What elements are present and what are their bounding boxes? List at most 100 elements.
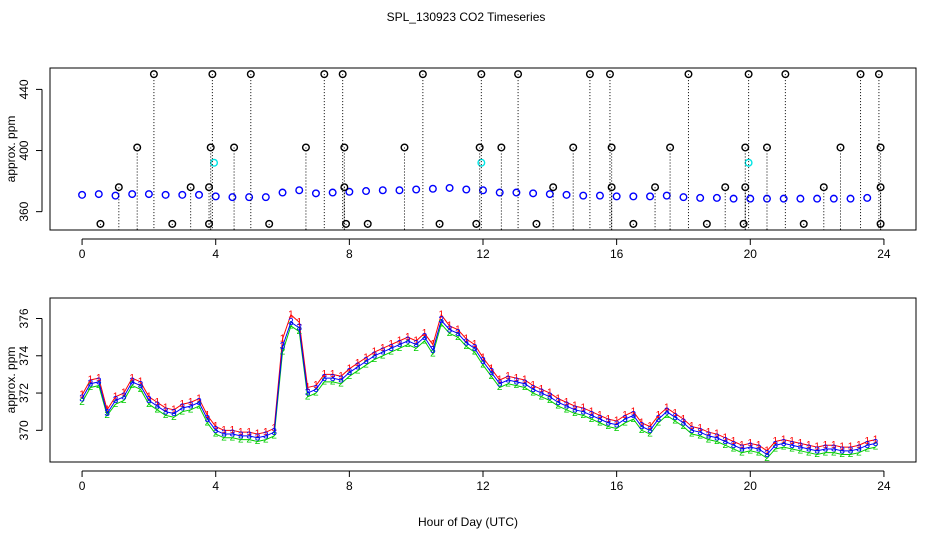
point-glyph: 3	[522, 378, 528, 389]
x-tick-label: 16	[610, 247, 624, 261]
x-axis-label: Hour of Day (UTC)	[418, 515, 518, 529]
point-glyph: 2	[480, 360, 486, 371]
point	[762, 143, 771, 152]
point-glyph: 3	[88, 378, 94, 389]
point-glyph: 3	[138, 380, 144, 391]
point	[744, 70, 753, 79]
point-glyph: 1	[296, 317, 302, 328]
point-glyph: 3	[873, 438, 879, 449]
point-glyph: 1	[246, 427, 252, 438]
point-glyph: 3	[196, 397, 202, 408]
point	[261, 193, 270, 202]
y-axis-label: approx. ppm	[4, 116, 18, 183]
point	[245, 193, 254, 202]
point	[876, 143, 885, 152]
point	[497, 143, 506, 152]
point-glyph: 2	[656, 418, 662, 429]
point-glyph: 2	[748, 445, 754, 456]
point	[863, 193, 872, 202]
point-glyph: 1	[238, 427, 244, 438]
point-glyph: 2	[564, 404, 570, 415]
point-glyph: 1	[714, 429, 720, 440]
point	[569, 143, 578, 152]
point-glyph: 3	[464, 337, 470, 348]
point-glyph: 2	[756, 447, 762, 458]
point-glyph: 1	[597, 410, 603, 421]
point	[799, 219, 808, 228]
point	[168, 219, 177, 228]
point	[96, 219, 105, 228]
x-tick-label: 12	[476, 479, 490, 493]
point-glyph: 1	[631, 406, 637, 417]
point-glyph: 1	[121, 388, 127, 399]
point-glyph: 1	[839, 442, 845, 453]
point-glyph: 3	[363, 356, 369, 367]
point	[342, 219, 351, 228]
point-glyph: 2	[681, 421, 687, 432]
point-glyph: 3	[689, 425, 695, 436]
point-glyph: 1	[447, 321, 453, 332]
point-glyph: 2	[121, 395, 127, 406]
point-glyph: 3	[472, 343, 478, 354]
point-glyph: 1	[722, 432, 728, 443]
point	[462, 185, 471, 194]
point-glyph: 2	[589, 414, 595, 425]
point	[779, 194, 788, 203]
point	[781, 70, 790, 79]
point	[741, 183, 750, 192]
point-glyph: 1	[781, 434, 787, 445]
point-glyph: 3	[697, 427, 703, 438]
point-glyph: 1	[831, 440, 837, 451]
point	[78, 190, 87, 199]
point	[400, 143, 409, 152]
point-glyph: 2	[205, 418, 211, 429]
point-glyph: 3	[271, 427, 277, 438]
point-glyph: 2	[739, 447, 745, 458]
point-glyph: 3	[806, 444, 812, 455]
point	[813, 194, 822, 203]
point-glyph: 1	[397, 336, 403, 347]
point-glyph: 2	[714, 436, 720, 447]
point	[545, 190, 554, 199]
point-glyph: 1	[647, 421, 653, 432]
point-glyph: 3	[96, 377, 102, 388]
point-glyph: 1	[589, 406, 595, 417]
point-glyph: 1	[823, 440, 829, 451]
point-glyph: 1	[731, 436, 737, 447]
point-glyph: 1	[455, 324, 461, 335]
point-glyph: 3	[447, 324, 453, 335]
point-glyph: 1	[464, 334, 470, 345]
point-glyph: 1	[689, 421, 695, 432]
point-glyph: 1	[263, 427, 269, 438]
point	[651, 183, 660, 192]
point-glyph: 2	[722, 440, 728, 451]
point	[428, 184, 437, 193]
point-glyph: 2	[146, 399, 152, 410]
point	[345, 187, 354, 196]
point-glyph: 1	[163, 403, 169, 414]
point-glyph: 1	[79, 390, 85, 401]
point-glyph: 3	[789, 440, 795, 451]
point	[829, 194, 838, 203]
point-glyph: 3	[413, 339, 419, 350]
point-glyph: 1	[355, 358, 361, 369]
series-line	[81, 319, 876, 456]
point	[529, 189, 538, 198]
point	[295, 186, 304, 195]
point-glyph: 3	[606, 418, 612, 429]
point-glyph: 1	[221, 425, 227, 436]
point-glyph: 3	[121, 391, 127, 402]
point-glyph: 3	[280, 341, 286, 352]
point-glyph: 3	[480, 356, 486, 367]
point-glyph: 2	[313, 388, 319, 399]
point-glyph: 2	[789, 444, 795, 455]
point-glyph: 2	[180, 406, 186, 417]
point-glyph: 2	[221, 432, 227, 443]
point-glyph: 2	[631, 414, 637, 425]
point	[605, 70, 614, 79]
point-glyph: 1	[196, 393, 202, 404]
point-glyph: 2	[104, 410, 110, 421]
point-glyph: 3	[864, 440, 870, 451]
point-glyph: 3	[748, 442, 754, 453]
point-glyph: 2	[238, 434, 244, 445]
